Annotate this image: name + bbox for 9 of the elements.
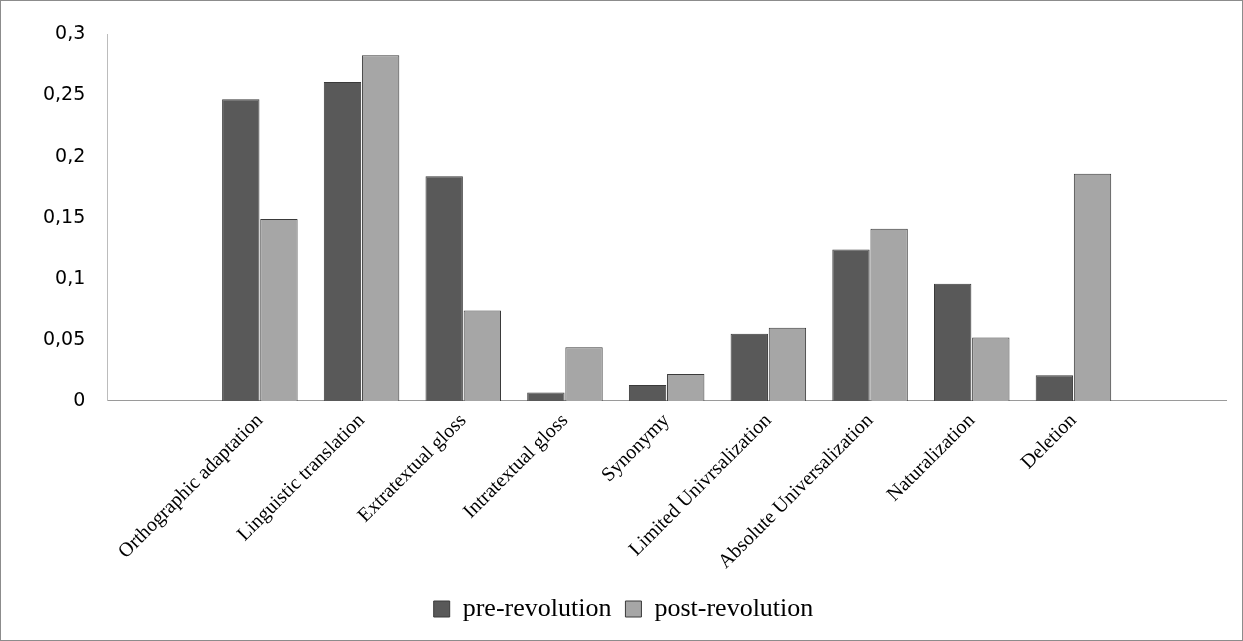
y-tick-label: 0	[73, 387, 86, 410]
y-tick-label: 0,1	[55, 265, 86, 288]
y-tick-label: 0,3	[55, 21, 86, 44]
y-tick-label: 0,2	[55, 143, 86, 166]
y-tick-label: 0,15	[42, 204, 86, 227]
legend-label: post-revolution	[654, 592, 814, 622]
y-tick-label: 0,05	[42, 326, 86, 349]
y-tick-label: 0,25	[42, 82, 86, 105]
legend-label: pre-revolution	[462, 592, 612, 622]
